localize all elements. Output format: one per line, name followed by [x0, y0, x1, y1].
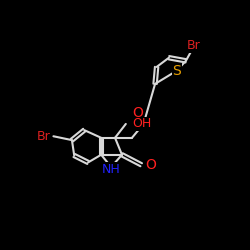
Text: S: S [172, 64, 181, 78]
Text: O: O [145, 158, 156, 172]
Text: NH: NH [102, 163, 120, 176]
Text: Br: Br [36, 130, 50, 143]
Text: OH: OH [132, 118, 151, 130]
Text: O: O [133, 106, 143, 120]
Text: Br: Br [187, 39, 200, 52]
